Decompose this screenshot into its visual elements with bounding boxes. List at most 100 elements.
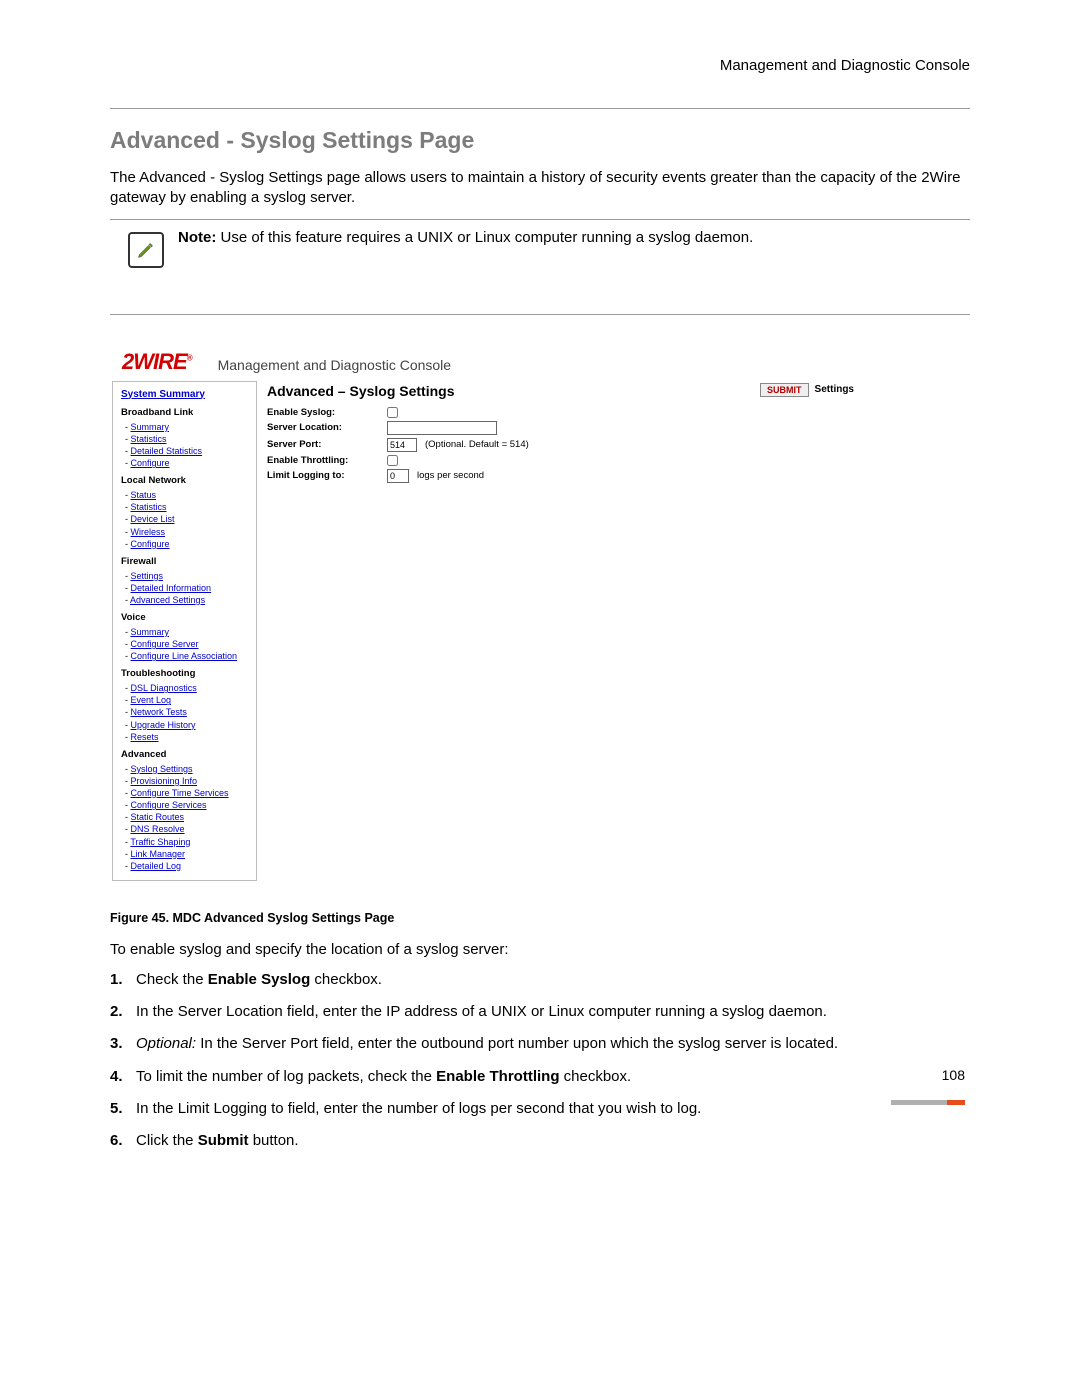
sidebar-link[interactable]: Configure Services xyxy=(131,800,207,810)
label-limit-logging: Limit Logging to: xyxy=(267,470,387,481)
sidebar-group-title: Voice xyxy=(121,612,250,625)
main-panel: Advanced – Syslog Settings SUBMIT Settin… xyxy=(267,381,860,881)
sidebar-item: Upgrade History xyxy=(125,719,250,731)
sidebar-item: Settings xyxy=(125,570,250,582)
sidebar-link[interactable]: Configure xyxy=(131,539,170,549)
sidebar-link[interactable]: Event Log xyxy=(131,695,172,705)
hint-limit-logging: logs per second xyxy=(417,470,484,481)
sidebar-item: Network Tests xyxy=(125,706,250,718)
sidebar-group-title: Advanced xyxy=(121,749,250,762)
sidebar-link[interactable]: Settings xyxy=(131,571,164,581)
sidebar-item: Traffic Shaping xyxy=(125,836,250,848)
note-body: Use of this feature requires a UNIX or L… xyxy=(216,229,753,246)
sidebar-link[interactable]: DSL Diagnostics xyxy=(131,683,197,693)
sidebar-link[interactable]: Detailed Information xyxy=(131,583,212,593)
sidebar-item: Event Log xyxy=(125,694,250,706)
sidebar-item: Wireless xyxy=(125,526,250,538)
sidebar-link[interactable]: Statistics xyxy=(131,434,167,444)
sidebar-link[interactable]: Static Routes xyxy=(131,812,185,822)
sidebar-group-title: Local Network xyxy=(121,475,250,488)
sidebar-link[interactable]: Configure Line Association xyxy=(131,651,238,661)
sidebar-item: DSL Diagnostics xyxy=(125,682,250,694)
intro-paragraph: The Advanced - Syslog Settings page allo… xyxy=(110,168,970,209)
input-limit-logging[interactable] xyxy=(387,469,409,483)
sidebar-item: Advanced Settings xyxy=(125,594,250,606)
sidebar-link[interactable]: Configure Time Services xyxy=(131,788,229,798)
sidebar-item: Detailed Information xyxy=(125,582,250,594)
note-block: Note: Use of this feature requires a UNI… xyxy=(110,219,970,315)
sidebar-item: Static Routes xyxy=(125,811,250,823)
step-6: Click the Submit button. xyxy=(110,1131,970,1151)
sidebar-item: Summary xyxy=(125,626,250,638)
sidebar-group-title: Troubleshooting xyxy=(121,668,250,681)
sidebar-group-title: Firewall xyxy=(121,556,250,569)
figure-caption: Figure 45. MDC Advanced Syslog Settings … xyxy=(110,911,970,925)
sidebar-link[interactable]: Configure xyxy=(131,458,170,468)
sidebar-link[interactable]: Summary xyxy=(131,422,170,432)
sidebar-system-summary[interactable]: System Summary xyxy=(121,388,250,402)
sidebar-link[interactable]: Syslog Settings xyxy=(131,764,193,774)
sidebar-item: Detailed Log xyxy=(125,860,250,872)
sidebar-link[interactable]: Link Manager xyxy=(131,849,186,859)
sidebar-link[interactable]: Summary xyxy=(131,627,170,637)
step-1: Check the Enable Syslog checkbox. xyxy=(110,970,970,990)
input-server-port[interactable] xyxy=(387,438,417,452)
submit-button[interactable]: SUBMIT xyxy=(760,383,809,397)
sidebar-link[interactable]: Provisioning Info xyxy=(131,776,198,786)
note-label: Note: xyxy=(178,229,216,246)
lead-paragraph: To enable syslog and specify the locatio… xyxy=(110,941,970,958)
page-title: Advanced - Syslog Settings Page xyxy=(110,127,970,154)
step-4: To limit the number of log packets, chec… xyxy=(110,1067,970,1087)
step-5: In the Limit Logging to field, enter the… xyxy=(110,1099,970,1119)
sidebar-link[interactable]: Detailed Log xyxy=(131,861,182,871)
sidebar-link[interactable]: Detailed Statistics xyxy=(131,446,203,456)
sidebar-item: Status xyxy=(125,489,250,501)
sidebar-link[interactable]: Resets xyxy=(131,732,159,742)
sidebar-item: Configure xyxy=(125,457,250,469)
footer-decoration xyxy=(891,1100,965,1105)
doc-header: Management and Diagnostic Console xyxy=(110,57,970,74)
sidebar-link[interactable]: Status xyxy=(131,490,157,500)
sidebar-link[interactable]: Upgrade History xyxy=(131,720,196,730)
panel-title: Advanced – Syslog Settings xyxy=(267,383,455,399)
label-enable-throttling: Enable Throttling: xyxy=(267,455,387,466)
input-server-location[interactable] xyxy=(387,421,497,435)
step-2: In the Server Location field, enter the … xyxy=(110,1002,970,1022)
sidebar-item: Configure Services xyxy=(125,799,250,811)
step-3: Optional: In the Server Port field, ente… xyxy=(110,1034,970,1054)
sidebar-link[interactable]: Device List xyxy=(131,514,175,524)
checkbox-enable-syslog[interactable] xyxy=(387,407,398,418)
label-enable-syslog: Enable Syslog: xyxy=(267,407,387,418)
hint-server-port: (Optional. Default = 514) xyxy=(425,439,529,450)
sidebar-item: DNS Resolve xyxy=(125,823,250,835)
steps-list: Check the Enable Syslog checkbox. In the… xyxy=(110,970,970,1152)
sidebar-item: Statistics xyxy=(125,433,250,445)
sidebar-item: Resets xyxy=(125,731,250,743)
sidebar: System Summary Broadband Link Summary Stat… xyxy=(112,381,257,881)
label-server-location: Server Location: xyxy=(267,422,387,433)
sidebar-item: Detailed Statistics xyxy=(125,445,250,457)
embedded-screenshot: 2WIRE® Management and Diagnostic Console… xyxy=(112,345,860,889)
sidebar-link[interactable]: Network Tests xyxy=(131,707,187,717)
sidebar-group-title: Broadband Link xyxy=(121,407,250,420)
pencil-icon xyxy=(128,232,164,268)
sidebar-item: Statistics xyxy=(125,501,250,513)
sidebar-item: Provisioning Info xyxy=(125,775,250,787)
sidebar-link[interactable]: Statistics xyxy=(131,502,167,512)
sidebar-item: Configure xyxy=(125,538,250,550)
brand-logo: 2WIRE® xyxy=(122,349,192,375)
note-text: Note: Use of this feature requires a UNI… xyxy=(178,226,753,248)
label-server-port: Server Port: xyxy=(267,439,387,450)
console-title: Management and Diagnostic Console xyxy=(218,357,451,375)
sidebar-link[interactable]: Configure Server xyxy=(131,639,199,649)
sidebar-item: Configure Server xyxy=(125,638,250,650)
sidebar-item: Link Manager xyxy=(125,848,250,860)
sidebar-link[interactable]: Traffic Shaping xyxy=(130,837,190,847)
sidebar-link[interactable]: Advanced Settings xyxy=(130,595,205,605)
checkbox-enable-throttling[interactable] xyxy=(387,455,398,466)
settings-label: Settings xyxy=(815,384,854,395)
page-number: 108 xyxy=(942,1067,965,1083)
sidebar-link[interactable]: DNS Resolve xyxy=(131,824,185,834)
sidebar-link[interactable]: Wireless xyxy=(131,527,166,537)
sidebar-item: Configure Time Services xyxy=(125,787,250,799)
